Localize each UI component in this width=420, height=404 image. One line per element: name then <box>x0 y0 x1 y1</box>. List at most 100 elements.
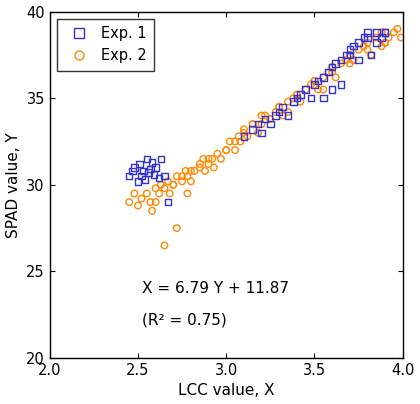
Point <box>364 40 371 46</box>
Point <box>244 133 251 139</box>
Point <box>294 91 300 98</box>
Legend: Exp. 1, Exp. 2: Exp. 1, Exp. 2 <box>57 19 154 71</box>
Point <box>368 52 374 58</box>
Point <box>315 78 321 84</box>
Point <box>165 178 171 185</box>
Point <box>262 112 268 119</box>
Point <box>223 147 230 154</box>
Point <box>131 190 138 197</box>
Point <box>355 40 362 46</box>
Point <box>382 40 389 46</box>
Point <box>382 29 389 36</box>
Point <box>145 169 152 176</box>
Point <box>156 175 163 181</box>
Point <box>279 112 286 119</box>
Point <box>223 147 230 154</box>
Point <box>285 112 291 119</box>
Point <box>378 34 385 41</box>
Point <box>218 156 224 162</box>
Point <box>297 99 304 105</box>
Point <box>138 173 145 179</box>
Point <box>302 86 309 93</box>
Point <box>290 95 297 101</box>
Point <box>307 81 314 88</box>
Point <box>258 130 265 136</box>
Point <box>191 168 198 174</box>
Point <box>346 46 353 53</box>
Point <box>241 133 247 139</box>
Point <box>391 29 397 36</box>
Point <box>147 199 154 205</box>
Point <box>267 121 274 127</box>
Point <box>126 173 133 179</box>
Point <box>197 164 203 171</box>
Point <box>235 133 242 139</box>
Point <box>364 29 371 36</box>
Point <box>364 34 371 41</box>
Point <box>200 156 207 162</box>
Point <box>329 69 336 76</box>
Point <box>294 95 300 101</box>
Point <box>144 190 150 197</box>
Point <box>320 86 327 93</box>
Point <box>373 29 380 36</box>
Point <box>184 173 191 179</box>
Point <box>350 43 357 49</box>
Point <box>294 91 300 98</box>
Point <box>325 69 332 76</box>
Point <box>152 164 159 171</box>
Point <box>138 196 145 202</box>
Point <box>346 52 353 58</box>
Point <box>188 178 194 185</box>
Point <box>355 57 362 63</box>
Point <box>346 60 353 67</box>
Point <box>149 159 155 166</box>
Point <box>150 171 157 178</box>
Point <box>210 164 217 171</box>
Point <box>170 181 177 188</box>
Point <box>166 190 173 197</box>
Point <box>136 161 143 167</box>
Point <box>147 166 154 173</box>
Point <box>311 78 318 84</box>
Point <box>343 57 349 63</box>
Point <box>398 34 404 41</box>
Point <box>131 164 138 171</box>
Point <box>346 52 353 58</box>
Point <box>158 156 164 162</box>
Point <box>329 64 336 70</box>
Point <box>343 52 349 58</box>
Point <box>258 121 265 127</box>
Point <box>320 74 327 81</box>
Point <box>262 116 268 122</box>
Point <box>311 78 318 84</box>
Point <box>149 208 155 214</box>
Point <box>320 74 327 81</box>
Point <box>188 168 194 174</box>
Point <box>364 46 371 53</box>
Point <box>325 69 332 76</box>
Point <box>332 74 339 81</box>
Point <box>382 29 389 36</box>
Point <box>332 60 339 67</box>
Point <box>161 242 168 248</box>
Point <box>255 130 261 136</box>
Point <box>202 168 208 174</box>
Point <box>152 185 159 191</box>
Point <box>165 199 171 205</box>
Point <box>249 121 256 127</box>
X-axis label: LCC value, X: LCC value, X <box>178 383 275 398</box>
Point <box>241 130 247 136</box>
Point <box>135 178 142 185</box>
Point <box>368 52 374 58</box>
Point <box>156 190 163 197</box>
Point <box>258 112 265 119</box>
Point <box>302 86 309 93</box>
Point <box>161 173 168 179</box>
Point <box>205 156 212 162</box>
Text: (R² = 0.75): (R² = 0.75) <box>142 312 226 327</box>
Point <box>285 109 291 115</box>
Point <box>144 156 150 162</box>
Point <box>329 86 336 93</box>
Point <box>241 126 247 133</box>
